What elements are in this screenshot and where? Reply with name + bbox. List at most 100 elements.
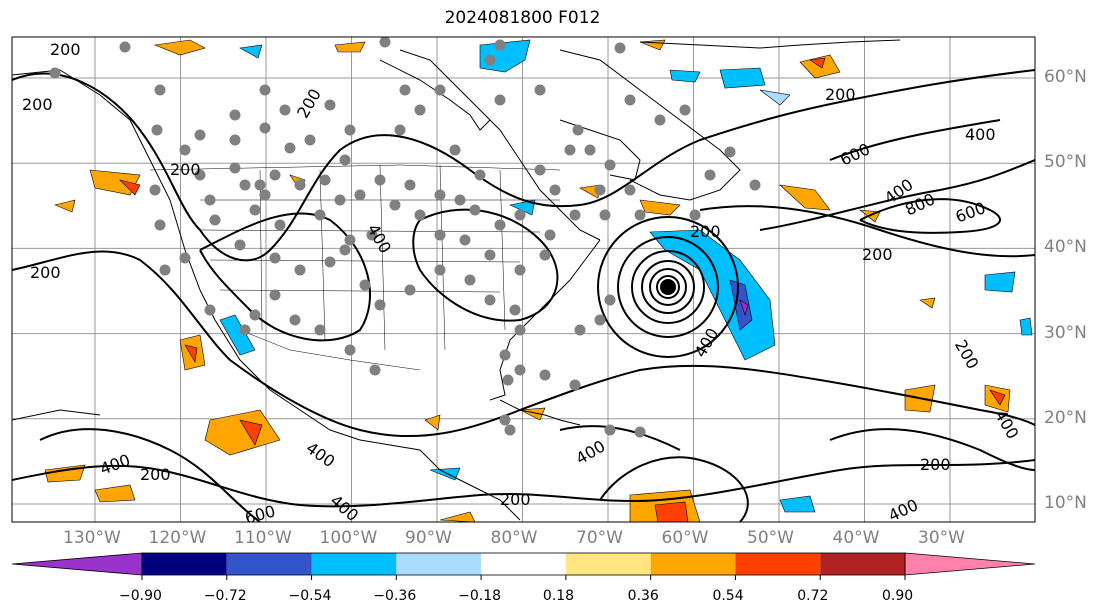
station-marker [229,109,241,121]
longitude-label: 100°W [319,528,378,548]
colorbar-tick-label: 0.72 [797,588,829,604]
station-marker [499,414,511,426]
station-marker [194,169,206,181]
station-marker [239,179,251,191]
station-marker [359,279,371,291]
colorbar-extend-low [11,552,143,576]
contour-label: 200 [862,245,893,264]
station-marker [599,209,611,221]
colorbar-segment [481,553,566,575]
coastlines [12,39,901,521]
station-marker [379,37,391,48]
contour-label: 200 [22,95,53,114]
station-marker [204,304,216,316]
station-marker [474,169,486,181]
station-marker [119,41,131,53]
station-marker [284,142,296,154]
station-marker [494,39,506,51]
colorbar-segment [735,553,821,575]
station-marker [154,219,166,231]
station-marker [154,84,166,96]
longitude-label: 40°W [832,528,880,548]
station-marker [249,309,261,321]
station-marker [514,364,526,376]
colorbar-tick-label: 0.54 [712,588,744,604]
station-marker [654,114,666,126]
station-marker [149,184,161,196]
station-marker [484,249,496,261]
contour-lines [12,69,1035,522]
station-marker [484,294,496,306]
station-marker [344,234,356,246]
station-marker [344,124,356,136]
station-marker [499,349,511,361]
colorbar-segment [565,553,651,575]
station-marker [502,374,514,386]
colorbar-frame [141,552,906,576]
station-marker [464,274,476,286]
station-marker [334,194,346,206]
longitude-label: 30°W [918,528,965,548]
colorbar-tick-label: −0.72 [203,588,247,604]
station-marker [234,239,246,251]
station-marker [294,264,306,276]
station-marker [604,159,616,171]
station-marker [324,99,336,111]
station-marker [209,214,221,226]
station-marker [679,104,691,116]
plot-frame [11,36,1036,523]
longitude-label: 110°W [234,528,292,548]
longitude-label: 80°W [490,528,538,548]
station-marker [151,124,163,136]
contour-label: 200 [500,490,531,509]
contour-label: 200 [825,85,856,104]
station-marker [624,94,636,106]
station-marker [434,189,446,201]
latitude-label: 60°N [1044,67,1087,87]
station-marker [539,249,551,261]
station-marker [414,209,426,221]
longitude-label: 90°W [405,528,452,548]
station-marker [344,344,356,356]
station-marker [354,189,366,201]
station-marker [574,324,586,336]
latitude-label: 40°N [1044,237,1087,258]
station-marker [269,289,281,301]
colorbar-extend-high [904,552,1036,576]
station-marker [389,199,401,211]
colorbar-segment [226,553,312,575]
colorbar-segment [650,553,736,575]
station-marker [204,194,216,206]
station-marker [494,219,506,231]
contour-label: 200 [690,222,721,241]
station-marker [564,144,576,156]
station-marker [749,179,761,191]
station-marker [434,264,446,276]
station-marker [374,299,386,311]
station-marker [366,229,378,241]
station-marker [254,179,266,191]
station-marker [539,369,551,381]
contour-label: 200 [140,465,171,484]
station-marker [484,54,496,66]
station-marker [404,179,416,191]
station-marker [594,184,606,196]
latitude-label: 20°N [1044,407,1087,428]
station-marker [689,209,701,221]
contour-label: 200 [30,263,61,282]
station-marker [454,194,466,206]
station-marker [469,204,481,216]
station-marker [314,324,326,336]
station-marker [279,104,291,116]
station-marker [259,84,271,96]
station-marker [239,324,251,336]
station-marker [534,164,546,176]
station-marker [294,179,306,191]
station-marker [584,144,596,156]
station-marker [724,146,736,158]
station-marker [704,169,716,181]
station-marker [304,134,316,146]
plot-area [12,37,1035,522]
storm-contours [597,216,739,358]
